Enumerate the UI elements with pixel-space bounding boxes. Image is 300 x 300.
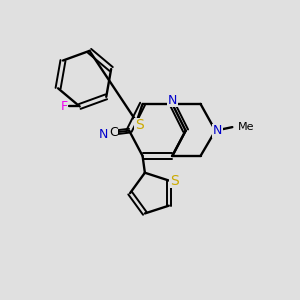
Text: N: N bbox=[168, 94, 177, 107]
Text: Me: Me bbox=[238, 122, 254, 132]
Text: S: S bbox=[135, 118, 143, 132]
Text: S: S bbox=[170, 173, 178, 188]
Text: N: N bbox=[99, 128, 109, 141]
Text: C: C bbox=[109, 126, 118, 139]
Text: F: F bbox=[61, 100, 68, 113]
Text: N: N bbox=[213, 124, 223, 137]
